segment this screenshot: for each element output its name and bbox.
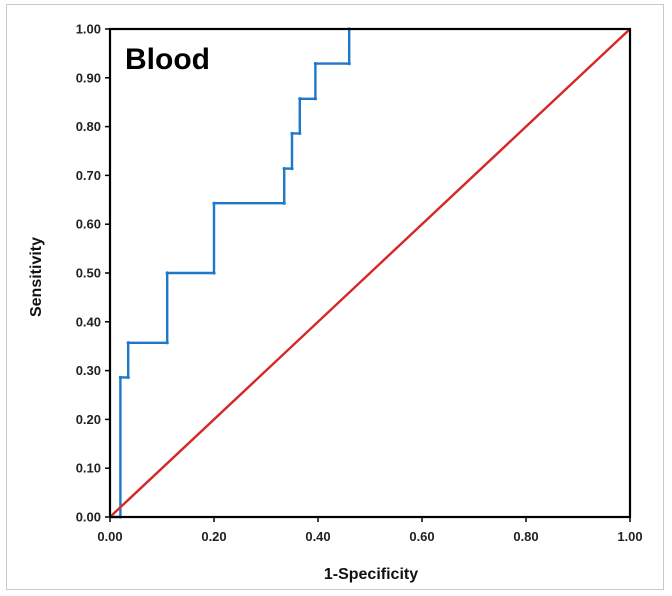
chart-frame: 0.00 0.10 0.20 0.30 0.40 0.50 0.60 0.70 0.80 0.90… (6, 4, 664, 590)
y-tick-label: 0.20 (76, 412, 101, 427)
roc-point (118, 375, 122, 380)
y-tick-label: 0.90 (76, 70, 101, 85)
roc-point (212, 271, 216, 275)
y-axis-title: Sensitivity (28, 237, 45, 317)
roc-point (126, 341, 130, 345)
roc-point (282, 166, 286, 171)
roc-point (298, 131, 302, 136)
x-tick-label: 0.60 (409, 529, 434, 544)
y-tick-label: 0.70 (76, 168, 101, 183)
roc-point (298, 97, 302, 101)
x-ticks: 0.00 0.20 0.40 0.60 0.80 1.00 (97, 517, 643, 544)
roc-point (290, 166, 294, 171)
x-tick-label: 1.00 (617, 529, 642, 544)
roc-point (165, 271, 169, 275)
roc-point (290, 131, 294, 136)
axes (108, 27, 632, 519)
x-axis-title: 1-Specificity (324, 566, 418, 583)
x-tick-label: 0.40 (305, 529, 330, 544)
y-tick-label: 0.40 (76, 314, 101, 329)
y-tick-label: 0.30 (76, 363, 101, 378)
roc-point (313, 97, 317, 101)
y-tick-label: 0.80 (76, 119, 101, 134)
x-tick-label: 0.20 (201, 529, 226, 544)
plot-border (108, 27, 632, 519)
y-tick-label: 0.50 (76, 266, 101, 281)
chart-title: Blood (125, 43, 210, 76)
y-tick-label: 1.00 (76, 22, 101, 37)
x-tick-label: 0.80 (513, 529, 538, 544)
roc-chart: 0.00 0.10 0.20 0.30 0.40 0.50 0.60 0.70 0.80 0.90… (28, 22, 643, 584)
y-tick-label: 0.10 (76, 461, 101, 476)
roc-point (126, 375, 130, 380)
roc-curve (110, 29, 351, 519)
y-tick-label: 0.60 (76, 217, 101, 232)
series-layer (108, 27, 631, 519)
reference-diagonal (109, 28, 631, 518)
y-ticks: 0.00 0.10 0.20 0.30 0.40 0.50 0.60 0.70 0.80 0.90… (76, 22, 110, 525)
roc-point (347, 62, 351, 66)
roc-point (313, 62, 317, 66)
y-tick-label: 0.00 (76, 510, 101, 525)
roc-point (282, 201, 286, 205)
roc-point (165, 341, 169, 345)
roc-point (212, 201, 216, 205)
x-tick-label: 0.00 (97, 529, 122, 544)
